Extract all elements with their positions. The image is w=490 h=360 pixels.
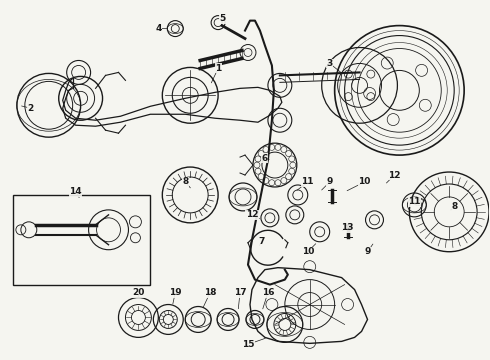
Text: 6: 6 — [262, 154, 268, 163]
Text: 11: 11 — [408, 197, 420, 206]
Text: 15: 15 — [242, 340, 254, 349]
Text: 10: 10 — [301, 247, 314, 256]
Text: 14: 14 — [70, 188, 82, 197]
Text: 8: 8 — [451, 202, 457, 211]
Text: 9: 9 — [365, 247, 371, 256]
Bar — [13, 195, 150, 285]
Text: 12: 12 — [388, 171, 401, 180]
Text: 9: 9 — [326, 177, 333, 186]
Text: 3: 3 — [326, 59, 333, 68]
Text: 2: 2 — [28, 104, 34, 113]
Text: 11: 11 — [301, 177, 314, 186]
Text: 1: 1 — [215, 64, 221, 73]
Text: 4: 4 — [155, 24, 162, 33]
Text: 5: 5 — [219, 14, 225, 23]
Text: 7: 7 — [259, 237, 265, 246]
Text: 18: 18 — [204, 288, 217, 297]
Text: 10: 10 — [358, 177, 371, 186]
Text: 8: 8 — [182, 177, 188, 186]
Text: 16: 16 — [262, 288, 274, 297]
Text: 20: 20 — [132, 288, 145, 297]
Text: 19: 19 — [169, 288, 182, 297]
Text: 12: 12 — [245, 210, 258, 219]
Text: 13: 13 — [342, 223, 354, 232]
Text: 17: 17 — [234, 288, 246, 297]
